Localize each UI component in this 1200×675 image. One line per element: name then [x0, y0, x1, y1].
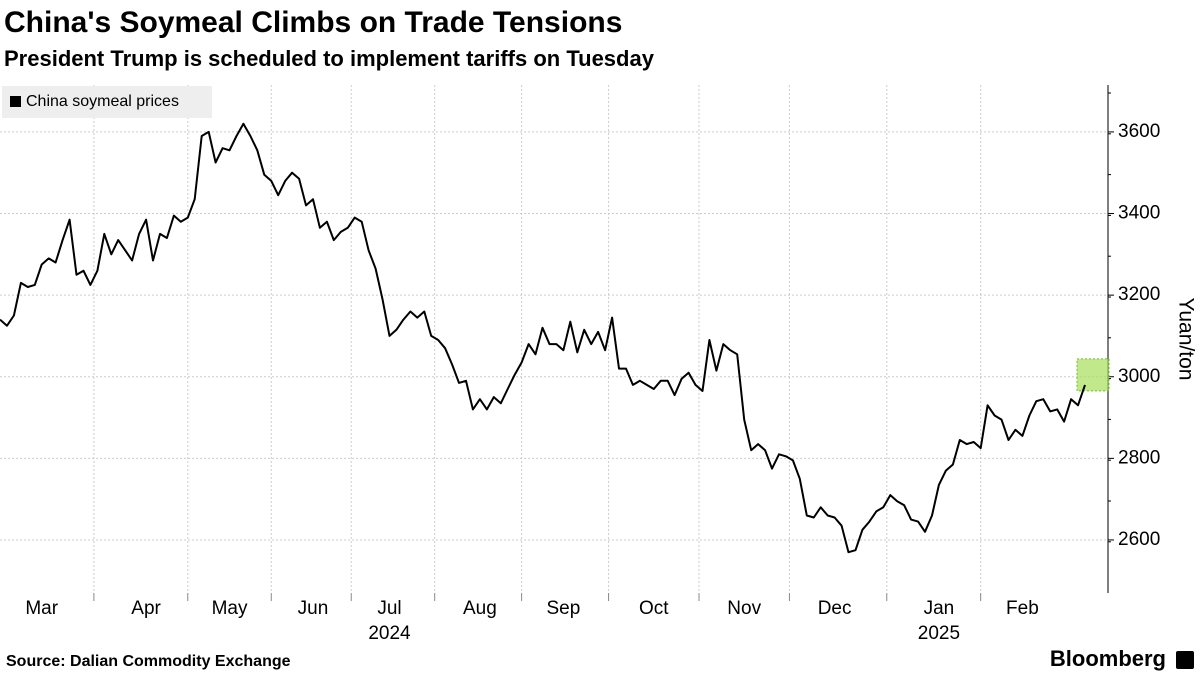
legend-box [2, 86, 212, 118]
source: Source: Dalian Commodity Exchange [6, 653, 291, 670]
line-series [0, 122, 1086, 554]
y-tick-label: 2600 [1118, 529, 1160, 550]
x-tick-label: Feb [1006, 598, 1039, 619]
chart-title: China's Soymeal Climbs on Trade Tensions [4, 6, 622, 39]
x-tick-label: Apr [131, 598, 161, 619]
chart-subtitle: President Trump is scheduled to implemen… [4, 46, 655, 71]
x-year-label: 2024 [368, 623, 411, 644]
y-tick-label: 2800 [1118, 447, 1160, 468]
legend-label: China soymeal prices [26, 93, 179, 110]
x-tick-label: Sep [546, 598, 580, 619]
brand-icon [1176, 651, 1194, 669]
x-year-label: 2025 [918, 623, 960, 644]
y-tick-label: 3600 [1118, 121, 1160, 142]
x-tick-label: Jan [924, 598, 955, 619]
y-tick-label: 3000 [1118, 366, 1160, 387]
y-tick-label: 3200 [1118, 284, 1160, 305]
x-tick-label: Oct [639, 598, 669, 619]
y-axis-title: Yuan/ton [1174, 298, 1197, 381]
x-tick-label: Jul [377, 598, 401, 619]
x-tick-label: Mar [25, 598, 58, 619]
x-tick-label: May [212, 598, 248, 619]
y-tick-label: 3400 [1118, 203, 1160, 224]
x-tick-label: Aug [463, 598, 497, 619]
brand: Bloomberg [1050, 646, 1166, 671]
x-tick-label: Jun [298, 598, 329, 619]
highlight [1076, 358, 1110, 392]
x-tick-label: Dec [818, 598, 852, 619]
legend-swatch [10, 96, 21, 107]
x-tick-label: Nov [727, 598, 761, 619]
